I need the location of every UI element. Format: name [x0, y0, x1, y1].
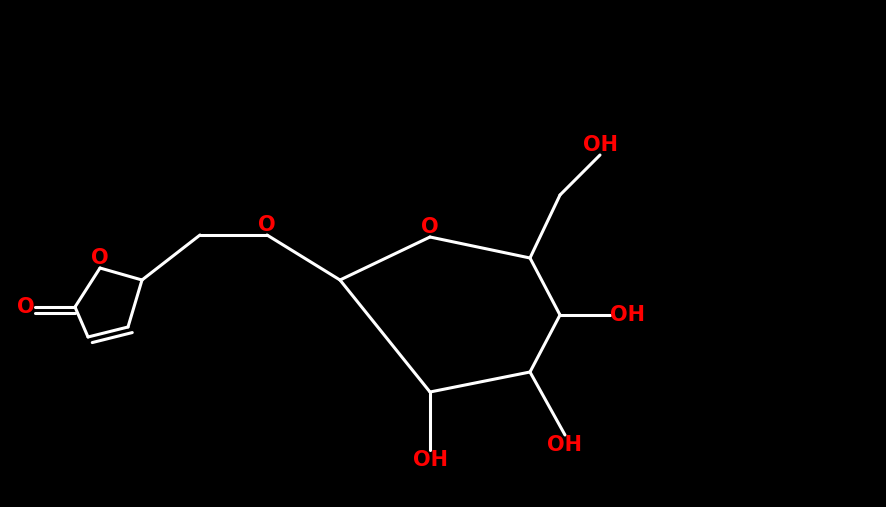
Text: O: O	[258, 215, 276, 235]
Text: OH: OH	[548, 435, 582, 455]
Text: O: O	[18, 297, 35, 317]
Text: OH: OH	[610, 305, 645, 325]
Text: OH: OH	[413, 450, 447, 470]
Text: OH: OH	[582, 135, 618, 155]
Text: O: O	[421, 217, 439, 237]
Text: O: O	[91, 248, 109, 268]
